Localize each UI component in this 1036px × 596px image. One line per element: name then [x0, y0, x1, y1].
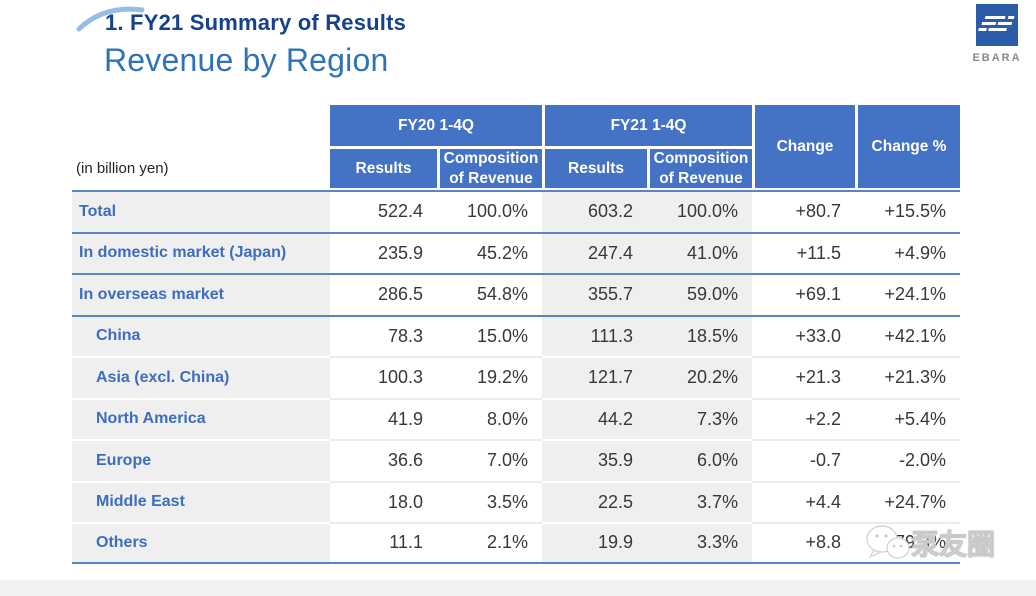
cell-value: +5.4%	[855, 397, 960, 439]
row-label: Total	[72, 190, 330, 232]
cell-value: 15.0%	[437, 314, 542, 356]
cell-value: 36.6	[330, 439, 437, 481]
cell-value: +4.9%	[855, 231, 960, 273]
cell-value: +24.1%	[855, 273, 960, 315]
row-label: In overseas market	[72, 273, 330, 315]
page-title: Revenue by Region	[104, 42, 389, 78]
cell-value: 59.0%	[647, 273, 752, 315]
table-row: Total 522.4 100.0% 603.2 100.0% +80.7 +15.5%	[72, 190, 960, 232]
cell-value: 22.5	[542, 480, 647, 522]
table-body: Total 522.4 100.0% 603.2 100.0% +80.7 +15.5% In…	[72, 190, 960, 564]
cell-value: 18.0	[330, 480, 437, 522]
column-group-fy20: FY20 1-4Q	[330, 105, 542, 146]
cell-value: 100.3	[330, 356, 437, 398]
cell-value: 3.3%	[647, 522, 752, 564]
column-header-change-pct: Change %	[855, 105, 960, 190]
bottom-band	[0, 580, 1036, 596]
cell-value: -0.7	[752, 439, 855, 481]
cell-value: 603.2	[542, 190, 647, 232]
slide-kicker: 1. FY21 Summary of Results	[105, 10, 407, 35]
table-row: China 78.3 15.0% 111.3 18.5% +33.0 +42.1%	[72, 314, 960, 356]
table-row: Middle East 18.0 3.5% 22.5 3.7% +4.4 +24.7%	[72, 480, 960, 522]
row-label: In domestic market (Japan)	[72, 231, 330, 273]
column-header-fy21-composition: Composition of Revenue	[647, 146, 752, 190]
cell-value: 7.3%	[647, 397, 752, 439]
unit-note: (in billion yen)	[72, 105, 330, 190]
cell-value: 6.0%	[647, 439, 752, 481]
cell-value: +24.7%	[855, 480, 960, 522]
cell-value: +11.5	[752, 231, 855, 273]
cell-value: 235.9	[330, 231, 437, 273]
cell-value: 100.0%	[647, 190, 752, 232]
table-row: In domestic market (Japan) 235.9 45.2% 247.…	[72, 231, 960, 273]
table-row: In overseas market 286.5 54.8% 355.7 59.0% +6…	[72, 273, 960, 315]
cell-value: 100.0%	[437, 190, 542, 232]
column-header-change: Change	[752, 105, 855, 190]
row-label: China	[72, 314, 330, 356]
cell-value: 247.4	[542, 231, 647, 273]
row-label: Others	[72, 522, 330, 564]
column-header-fy20-results: Results	[330, 146, 437, 190]
cell-value: +15.5%	[855, 190, 960, 232]
cell-value: 78.3	[330, 314, 437, 356]
cell-value: 44.2	[542, 397, 647, 439]
row-label: Asia (excl. China)	[72, 356, 330, 398]
cell-value: 121.7	[542, 356, 647, 398]
table-row: North America 41.9 8.0% 44.2 7.3% +2.2 +5.4%	[72, 397, 960, 439]
cell-value: +33.0	[752, 314, 855, 356]
cell-value: +69.1	[752, 273, 855, 315]
cell-value: 7.0%	[437, 439, 542, 481]
table-row: Europe 36.6 7.0% 35.9 6.0% -0.7 -2.0%	[72, 439, 960, 481]
cell-value: +42.1%	[855, 314, 960, 356]
cell-value: 54.8%	[437, 273, 542, 315]
cell-value: +21.3	[752, 356, 855, 398]
cell-value: 35.9	[542, 439, 647, 481]
cell-value: +2.2	[752, 397, 855, 439]
cell-value: 522.4	[330, 190, 437, 232]
cell-value: +80.7	[752, 190, 855, 232]
cell-value: 45.2%	[437, 231, 542, 273]
row-label: North America	[72, 397, 330, 439]
cell-value: 11.1	[330, 522, 437, 564]
ebara-logo: EBARA	[969, 4, 1025, 64]
cell-value: 20.2%	[647, 356, 752, 398]
cell-value: 41.0%	[647, 231, 752, 273]
cell-value: 41.9	[330, 397, 437, 439]
cell-value: 3.7%	[647, 480, 752, 522]
row-label: Europe	[72, 439, 330, 481]
cell-value: 2.1%	[437, 522, 542, 564]
cell-value: 3.5%	[437, 480, 542, 522]
cell-value: 8.0%	[437, 397, 542, 439]
table-row: Asia (excl. China) 100.3 19.2% 121.7 20.2% +2…	[72, 356, 960, 398]
column-header-fy20-composition: Composition of Revenue	[437, 146, 542, 190]
cell-value: 18.5%	[647, 314, 752, 356]
cell-value: 111.3	[542, 314, 647, 356]
ebara-logo-icon	[976, 4, 1018, 46]
table-header: (in billion yen) FY20 1-4Q FY21 1-4Q Cha…	[72, 105, 960, 190]
decorative-arc	[76, 6, 145, 32]
cell-value: -2.0%	[855, 439, 960, 481]
column-header-fy21-results: Results	[542, 146, 647, 190]
cell-value: 19.2%	[437, 356, 542, 398]
table-row: Others 11.1 2.1% 19.9 3.3% +8.8 +79.3%	[72, 522, 960, 564]
ebara-logo-text: EBARA	[972, 52, 1022, 64]
cell-value: 286.5	[330, 273, 437, 315]
row-label: Middle East	[72, 480, 330, 522]
cell-value: +8.8	[752, 522, 855, 564]
cell-value: 355.7	[542, 273, 647, 315]
cell-value: +79.3%	[855, 522, 960, 564]
cell-value: +21.3%	[855, 356, 960, 398]
cell-value: 19.9	[542, 522, 647, 564]
cell-value: +4.4	[752, 480, 855, 522]
column-group-fy21: FY21 1-4Q	[542, 105, 752, 146]
revenue-table: (in billion yen) FY20 1-4Q FY21 1-4Q Cha…	[72, 105, 960, 564]
